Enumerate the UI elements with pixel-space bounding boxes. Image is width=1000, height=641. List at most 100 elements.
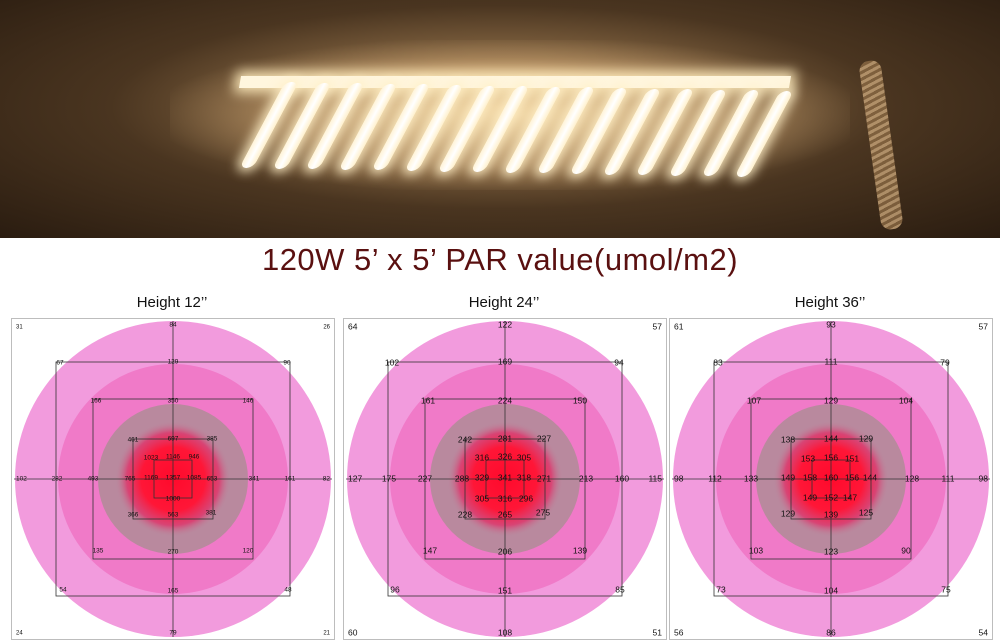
second-ring-value: 224	[498, 395, 512, 405]
corner-value: 60	[348, 627, 358, 637]
diag-value: 83	[713, 357, 723, 367]
second-ring-value: 129	[824, 395, 838, 405]
corner-value: 31	[16, 325, 23, 331]
inner-ring-value: 125	[859, 507, 873, 517]
core-value: 158	[803, 472, 817, 482]
core-value: 316	[498, 493, 512, 503]
core-value: 326	[498, 451, 512, 461]
inner-ring-value: 271	[537, 473, 551, 483]
corner-value: 56	[674, 627, 684, 637]
core-value: 296	[519, 493, 533, 503]
par-map-36in: 61 57 56 54 93 98 86 98 83 79 75 73 111 111 104 112 107 1…	[669, 318, 993, 640]
inner-ring-value: 139	[824, 509, 838, 519]
diag-value: 73	[716, 584, 726, 594]
second-ring-value: 104	[899, 395, 913, 405]
diag-value: 96	[390, 584, 400, 594]
core-value: 149	[803, 492, 817, 502]
corner-value: 54	[979, 627, 989, 637]
inner-ring-value: 242	[458, 434, 472, 444]
inner-ring-value: 381	[206, 510, 217, 517]
edge-value: 93	[826, 319, 836, 329]
core-value: 318	[517, 472, 531, 482]
grid-value: 175	[382, 473, 396, 483]
second-ring-value: 133	[744, 473, 758, 483]
diag-value: 94	[614, 357, 624, 367]
page-title: 120W 5’ x 5’ PAR value(umol/m2)	[261, 242, 739, 277]
core-value: 341	[498, 472, 512, 482]
edge-value: 98	[979, 473, 989, 483]
inner-ring-value: 138	[781, 434, 795, 444]
grid-value: 160	[615, 473, 629, 483]
diag-value: 85	[615, 584, 625, 594]
second-ring-value: 213	[579, 473, 593, 483]
second-ring-value: 139	[573, 545, 587, 555]
grid-value: 111	[825, 356, 838, 366]
grid-value: 104	[824, 585, 838, 595]
diag-value: 102	[385, 357, 399, 367]
grid-value: 161	[285, 476, 296, 483]
inner-ring-value: 144	[824, 433, 838, 443]
diag-value: 79	[940, 357, 950, 367]
inner-ring-value: 281	[498, 433, 512, 443]
diag-value: 90	[283, 360, 291, 367]
grid-value: 112	[708, 473, 722, 483]
inner-ring-value: 461	[128, 437, 139, 444]
corner-value: 64	[348, 321, 358, 331]
second-ring-value: 350	[168, 398, 179, 405]
second-ring-value: 146	[243, 398, 254, 405]
grid-value: 165	[168, 588, 179, 595]
core-value: 160	[824, 472, 838, 482]
core-value: 946	[189, 454, 200, 461]
second-ring-value: 206	[498, 546, 512, 556]
second-ring-value: 128	[905, 473, 919, 483]
edge-value: 122	[498, 319, 512, 329]
par-map-24in: 64 57 60 51 122 115 108 127 102 94 85 96 169 160 151 17…	[343, 318, 667, 640]
second-ring-value: 341	[249, 476, 260, 483]
grow-light-photo	[0, 0, 1000, 238]
core-value: 151	[845, 453, 859, 463]
core-value: 156	[824, 452, 838, 462]
grid-value: 282	[52, 476, 63, 483]
edge-value: 84	[169, 322, 177, 329]
inner-ring-value: 385	[207, 436, 218, 443]
inner-ring-value: 366	[128, 512, 139, 519]
core-value: 1000	[166, 496, 181, 503]
second-ring-value: 150	[573, 395, 587, 405]
corner-value: 21	[323, 631, 330, 637]
inner-ring-value: 288	[455, 473, 469, 483]
corner-value: 57	[979, 321, 989, 331]
second-ring-value: 166	[91, 398, 102, 405]
core-value: 156	[845, 472, 859, 482]
corner-value: 61	[674, 321, 684, 331]
edge-value: 115	[648, 473, 662, 483]
second-ring-value: 147	[423, 545, 437, 555]
core-value: 1357	[166, 475, 181, 482]
inner-ring-value: 265	[498, 509, 512, 519]
second-ring-value: 103	[749, 545, 763, 555]
edge-value: 82	[323, 476, 331, 483]
corner-value: 57	[653, 321, 663, 331]
core-value: 152	[824, 492, 838, 502]
inner-ring-value: 697	[168, 436, 179, 443]
second-ring-value: 227	[418, 473, 432, 483]
core-value: 1169	[144, 475, 158, 482]
core-value: 1146	[166, 454, 180, 461]
second-ring-value: 135	[93, 548, 104, 555]
edge-value: 102	[16, 476, 27, 483]
inner-ring-value: 563	[168, 512, 179, 519]
edge-value: 86	[826, 627, 836, 637]
diag-value: 75	[941, 584, 951, 594]
corner-value: 26	[323, 325, 330, 331]
second-ring-value: 161	[421, 395, 435, 405]
core-value: 149	[781, 472, 795, 482]
core-value: 1085	[187, 475, 202, 482]
grid-value: 111	[942, 473, 955, 483]
second-ring-value: 493	[88, 476, 99, 483]
par-map-12in: 31 26 24 21 84 82 79 102 67 90 48 54 129 161 165 282 166…	[11, 318, 335, 640]
inner-ring-value: 275	[536, 507, 550, 517]
panel-3-title: Height 36’’	[794, 294, 866, 311]
grid-value: 169	[498, 356, 512, 366]
grid-value: 129	[168, 359, 179, 366]
corner-value: 51	[653, 627, 663, 637]
core-value: 1023	[144, 455, 159, 462]
